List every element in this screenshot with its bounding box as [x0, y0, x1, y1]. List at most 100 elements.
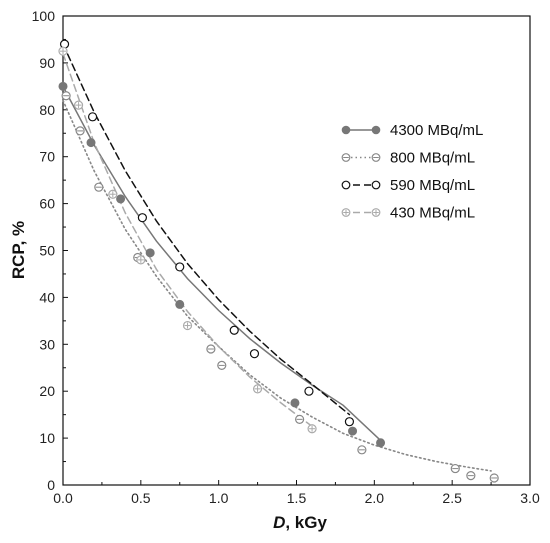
fit-line — [62, 99, 492, 472]
fit-curves — [62, 43, 492, 472]
data-point — [304, 386, 314, 396]
x-axis-label: D, kGy — [273, 513, 327, 532]
data-point — [489, 473, 499, 483]
legend: 4300 MBq/mL 800 MBq/mL 590 MBq/mL 430 MBq/m… — [341, 122, 483, 222]
point-ring — [175, 262, 185, 272]
data-point — [229, 325, 239, 335]
data-point — [58, 81, 68, 91]
data-point — [466, 471, 476, 481]
y-tick-label: 60 — [39, 196, 55, 212]
axes — [62, 15, 531, 486]
data-point — [206, 344, 216, 354]
point-dot — [175, 299, 185, 309]
x-axis-ticks: 0.0 0.5 1.0 1.5 2.0 2.5 3.0 — [53, 480, 540, 506]
data-point — [175, 299, 185, 309]
point-dot — [145, 248, 155, 258]
y-tick-label: 20 — [39, 383, 55, 399]
data-point — [341, 125, 351, 135]
point-ring — [371, 180, 381, 190]
point-dot — [376, 438, 386, 448]
legend-label: 4300 MBq/mL — [390, 122, 483, 139]
data-point — [371, 125, 381, 135]
data-point — [341, 153, 351, 162]
data-point — [58, 46, 68, 56]
fit-line — [62, 52, 313, 428]
data-point — [295, 414, 305, 424]
data-point — [108, 189, 118, 199]
data-point — [73, 100, 84, 110]
x-tick-label: 0.0 — [53, 490, 73, 506]
y-axis-label: RCP, % — [9, 221, 28, 279]
x-tick-label: 2.0 — [365, 490, 385, 506]
data-point — [341, 180, 351, 190]
x-tick-label: 1.0 — [209, 490, 229, 506]
point-dot — [58, 81, 68, 91]
x-tick-label: 2.5 — [442, 490, 462, 506]
legend-item: 800 MBq/mL — [341, 150, 475, 167]
data-point — [371, 208, 381, 217]
data-point — [75, 126, 85, 136]
data-point — [137, 213, 147, 223]
fit-line — [62, 85, 382, 442]
legend-label: 590 MBq/mL — [390, 177, 475, 194]
data-points — [58, 39, 499, 483]
data-point — [145, 248, 155, 258]
y-tick-label: 0 — [47, 477, 55, 493]
y-tick-label: 10 — [39, 430, 55, 446]
y-tick-label: 50 — [39, 243, 55, 259]
data-point — [376, 438, 386, 448]
data-point — [348, 426, 358, 436]
y-tick-label: 100 — [32, 8, 56, 24]
data-point — [307, 424, 317, 434]
x-tick-label: 3.0 — [520, 490, 540, 506]
y-tick-label: 80 — [39, 102, 55, 118]
data-point — [182, 320, 193, 331]
fit-line — [62, 43, 351, 416]
data-point — [116, 194, 126, 204]
data-point — [357, 445, 367, 455]
data-point — [249, 349, 260, 359]
data-point — [136, 255, 146, 265]
data-point — [450, 463, 460, 474]
legend-item: 4300 MBq/mL — [341, 122, 483, 139]
data-point — [61, 91, 71, 101]
data-point — [175, 262, 185, 272]
data-point — [86, 138, 96, 148]
point-ring — [87, 112, 98, 122]
point-dot — [86, 138, 96, 148]
y-tick-label: 30 — [39, 336, 55, 352]
x-tick-label: 1.5 — [287, 490, 307, 506]
legend-label: 430 MBq/mL — [390, 205, 475, 222]
legend-item: 590 MBq/mL — [341, 177, 475, 194]
plot-frame — [62, 15, 531, 486]
point-ring — [304, 386, 314, 396]
x-axis-label-symbol: D — [273, 513, 285, 532]
data-point — [290, 398, 300, 408]
data-point — [94, 182, 104, 192]
data-point — [87, 112, 98, 122]
legend-item: 430 MBq/mL — [341, 205, 475, 222]
point-dot — [371, 125, 381, 135]
point-ring — [344, 417, 355, 427]
point-dot — [348, 426, 358, 436]
y-axis-ticks: 0 10 20 30 40 50 60 70 80 90 100 — [32, 8, 68, 493]
data-point — [252, 384, 263, 394]
data-point — [341, 208, 351, 217]
x-axis-label-unit: , kGy — [285, 513, 327, 532]
point-ring — [341, 180, 351, 190]
y-tick-label: 40 — [39, 289, 55, 305]
point-dot — [116, 194, 126, 204]
data-point — [344, 417, 355, 427]
point-ring — [229, 325, 239, 335]
point-dot — [341, 125, 351, 135]
y-tick-label: 70 — [39, 149, 55, 165]
point-ring — [137, 213, 147, 223]
point-ring — [249, 349, 260, 359]
y-tick-label: 90 — [39, 55, 55, 71]
data-point — [371, 153, 381, 162]
legend-label: 800 MBq/mL — [390, 150, 475, 167]
point-dot — [290, 398, 300, 408]
data-point — [217, 360, 227, 371]
x-tick-label: 0.5 — [131, 490, 151, 506]
